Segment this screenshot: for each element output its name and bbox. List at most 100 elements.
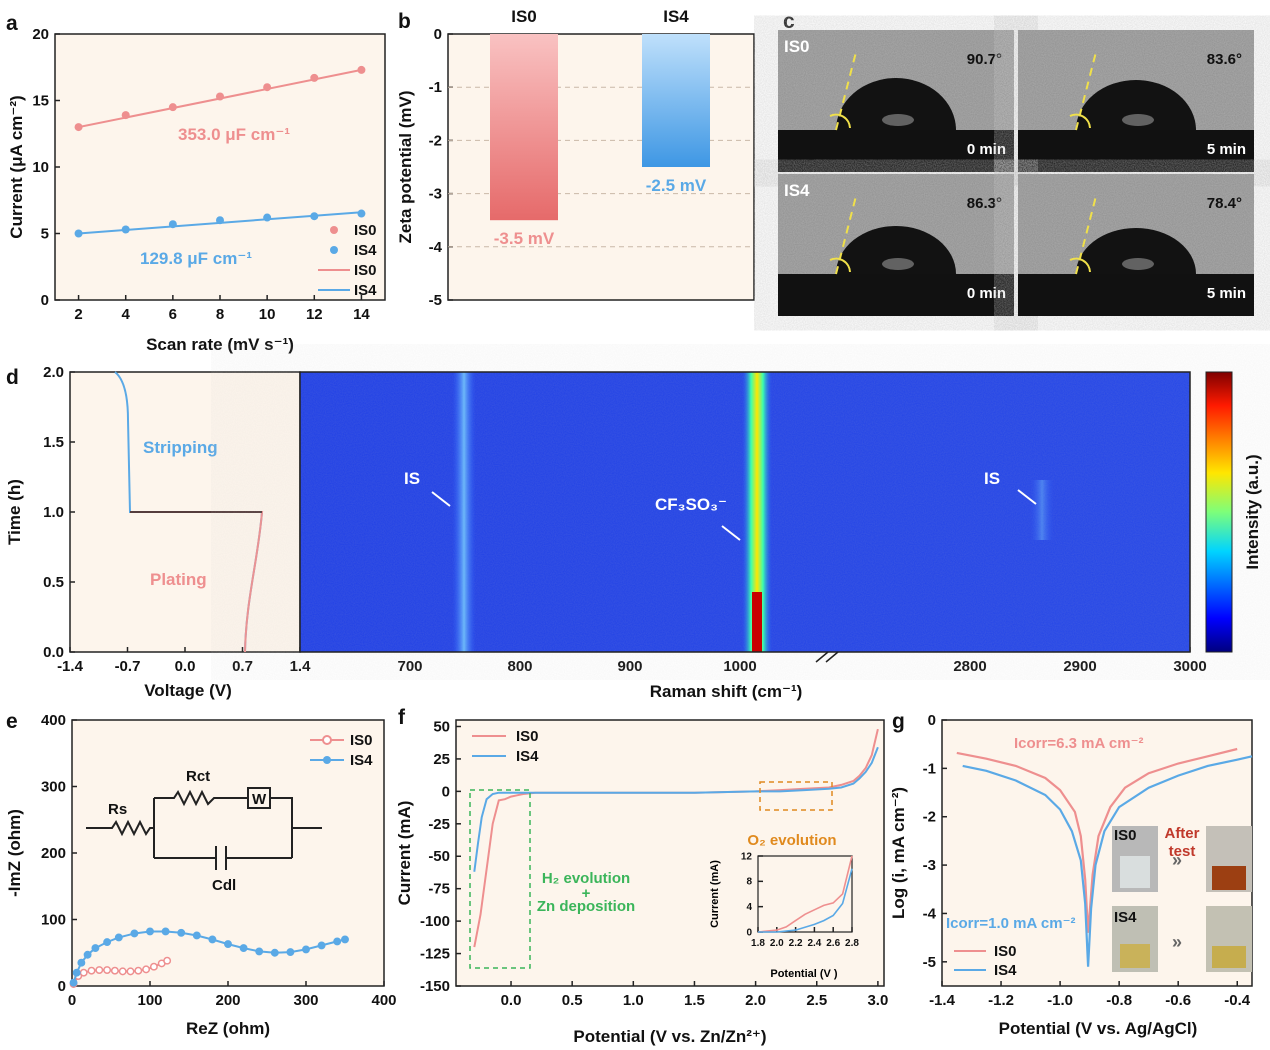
e-ytick-label-2: 200 xyxy=(41,845,66,862)
a-point-IS4-0 xyxy=(74,229,83,238)
g-ytick-label-4: -4 xyxy=(923,905,937,922)
panel-d-voltage-xlabel: Voltage (V) xyxy=(144,681,232,700)
a-ytick-label-1: 5 xyxy=(41,226,49,243)
e-xtick-label-1: 100 xyxy=(137,992,162,1009)
annotation-o2: O₂ evolution xyxy=(747,832,836,849)
panel-e-ylabel: -ImZ (ohm) xyxy=(5,809,24,897)
circuit-rs: Rs xyxy=(108,801,127,818)
e-point-IS4-3 xyxy=(83,950,92,959)
f-ytick-label-8: -150 xyxy=(420,978,450,995)
panel-a-frame xyxy=(54,33,386,301)
legend-g-0: IS0 xyxy=(994,943,1017,960)
axis-break-1 xyxy=(815,651,829,663)
annotation-h2: H₂ evolution xyxy=(542,870,630,887)
e-point-IS4-18 xyxy=(302,945,310,954)
d-ytick-label-4: 2.0 xyxy=(43,364,64,381)
panel-f-frame xyxy=(455,719,885,987)
d-voltage-xtick-label-0: -1.4 xyxy=(57,658,84,675)
label-plating: Plating xyxy=(150,570,207,589)
a-xtick-label-2: 6 xyxy=(169,306,177,323)
e-point-IS0-2 xyxy=(79,968,88,977)
equivalent-circuit xyxy=(86,787,322,870)
c-time-1: 5 min xyxy=(1207,141,1246,158)
d-ytick-label-0: 0.0 xyxy=(43,644,64,661)
e-point-IS0-10 xyxy=(142,965,151,974)
a-ytick-label-3: 15 xyxy=(32,93,49,110)
a-xtick-label-4: 10 xyxy=(259,306,276,323)
g-line-IS4 xyxy=(962,755,1253,967)
raman-band-peak xyxy=(752,592,762,652)
panel-b-ylabel: Zeta potential (mV) xyxy=(396,90,415,243)
arrow-cf3so3 xyxy=(721,525,741,541)
g-xtick-label-3: -0.8 xyxy=(1106,992,1132,1009)
f-inset-xtick-label-4: 2.6 xyxy=(826,938,840,949)
circuit-cdl: Cdl xyxy=(212,877,236,894)
panel-g-xlabel: Potential (V vs. Ag/AgCl) xyxy=(999,1019,1198,1038)
e-point-IS0-11 xyxy=(149,962,158,971)
f-xtick-label-5: 2.5 xyxy=(806,992,827,1009)
d-ytick-label-3: 1.5 xyxy=(43,434,64,451)
c-tile-3: 78.4° 5 min xyxy=(1018,174,1254,316)
a-ytick-label-2: 10 xyxy=(32,159,49,176)
f-line-IS4 xyxy=(473,746,879,872)
a-xtick-label-5: 12 xyxy=(306,306,323,323)
a-ytick-label-0: 0 xyxy=(41,292,49,309)
g-ytick-label-2: -2 xyxy=(923,809,936,826)
panel-c-images: IS0 90.7° 0 min 83.6° 5 min IS4 86.3° 0 min 78.4… xyxy=(778,30,1254,316)
d-ytick-label-2: 1.0 xyxy=(43,504,64,521)
panel-a-xlabel: Scan rate (mV s⁻¹) xyxy=(146,335,294,354)
panel-g-ylabel: Log (i, mA cm⁻²) xyxy=(889,787,908,919)
e-point-IS0-3 xyxy=(87,966,96,975)
e-point-IS4-8 xyxy=(146,927,154,936)
legend-a-1: IS4 xyxy=(354,242,377,259)
e-point-IS0-6 xyxy=(110,966,119,975)
e-xtick-label-4: 400 xyxy=(371,992,396,1009)
f-xtick-label-4: 2.0 xyxy=(745,992,766,1009)
b-value-label-IS4: -2.5 mV xyxy=(646,176,707,195)
axis-break-2 xyxy=(825,651,839,663)
h2-box xyxy=(469,789,531,969)
a-point-IS0-0 xyxy=(74,123,83,132)
b-ytick-label-2: -2 xyxy=(429,132,442,149)
a-xtick-label-1: 4 xyxy=(122,306,131,323)
f-ytick-label-1: 25 xyxy=(433,751,450,768)
f-inset-xtick-label-2: 2.2 xyxy=(789,938,803,949)
c-tile-0: IS0 90.7° 0 min xyxy=(778,30,1014,172)
b-value-label-IS0: -3.5 mV xyxy=(494,229,555,248)
legend-a-3: IS4 xyxy=(354,282,377,299)
panel-c-letter: c xyxy=(783,10,795,33)
f-ytick-label-3: -25 xyxy=(428,816,450,833)
g-xtick-label-4: -0.6 xyxy=(1165,992,1191,1009)
d-raman1-xtick-label-1: 800 xyxy=(507,658,532,675)
panel-b-letter: b xyxy=(398,10,411,33)
b-bar-IS0 xyxy=(490,34,558,221)
legend-f-0: IS0 xyxy=(516,728,539,745)
f-inset-line-IS4 xyxy=(758,868,853,933)
f-inset-xtick-label-1: 2.0 xyxy=(770,938,784,949)
e-point-IS0-7 xyxy=(118,967,127,976)
e-point-IS4-0 xyxy=(69,978,78,987)
colorbar-label: Intensity (a.u.) xyxy=(1243,454,1262,569)
panel-e-xlabel: ReZ (ohm) xyxy=(186,1019,270,1038)
a-point-IS4-2 xyxy=(168,220,177,229)
g-ytick-label-5: -5 xyxy=(923,954,936,971)
g-xtick-label-5: -0.4 xyxy=(1224,992,1251,1009)
e-point-IS4-20 xyxy=(333,937,342,946)
photo-test: test xyxy=(1169,843,1196,860)
svg-text:»: » xyxy=(1172,932,1182,952)
a-ytick-label-4: 20 xyxy=(32,26,49,43)
g-xtick-label-0: -1.4 xyxy=(929,992,956,1009)
e-point-IS4-17 xyxy=(286,948,295,957)
annotation-icorr-is0: Icorr=6.3 mA cm⁻² xyxy=(1014,735,1144,752)
d-voltage-xtick-label-3: 0.7 xyxy=(232,658,253,675)
e-point-IS4-5 xyxy=(103,938,112,947)
o2-box xyxy=(759,781,833,811)
e-point-IS0-5 xyxy=(103,966,112,974)
legend-e-1: IS4 xyxy=(350,752,373,769)
e-point-IS4-19 xyxy=(317,941,326,950)
label-stripping: Stripping xyxy=(143,438,218,457)
f-xtick-label-1: 0.5 xyxy=(562,992,583,1009)
d-raman2-xtick-label-2: 3000 xyxy=(1173,658,1206,675)
f-inset-ytick-label-3: 12 xyxy=(741,851,753,862)
